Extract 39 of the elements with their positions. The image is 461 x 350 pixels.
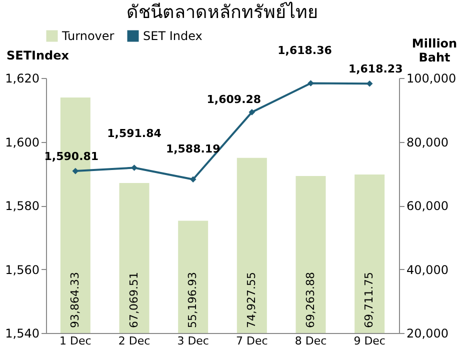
- y2-tick-label: 80,000: [406, 135, 448, 150]
- point: [366, 80, 373, 87]
- point: [248, 109, 256, 116]
- x-tick-label: 3 Dec: [177, 334, 209, 348]
- y2-axis-title: Million Baht: [412, 36, 458, 64]
- data-label: 93,864.33: [68, 272, 82, 328]
- point: [308, 80, 314, 86]
- point: [131, 164, 138, 171]
- y-tick-label: 1,580: [5, 199, 40, 213]
- y-tick-label: 1,600: [5, 135, 40, 150]
- y-tick-label: 1,560: [5, 262, 40, 277]
- x-tick-label: 8 Dec: [294, 334, 327, 348]
- y-axis-title: SETIndex: [6, 48, 70, 62]
- data-label: 69,711.75: [362, 272, 376, 328]
- data-label: 69,263.88: [304, 272, 317, 328]
- x-tick-label: 9 Dec: [354, 334, 386, 348]
- data-label: 55,196.93: [186, 272, 200, 328]
- data-label: 1,618.36: [278, 44, 332, 58]
- data-label: 1,590.81: [44, 150, 99, 164]
- data-label: 67,069.51: [127, 272, 140, 328]
- legend-label: Turnover: [61, 29, 114, 43]
- y-tick-label: 1,540: [5, 326, 40, 340]
- chart-title: ดัชนีตลาดหลักทรัพย์ไทย: [126, 1, 318, 23]
- point: [190, 176, 196, 183]
- x-tick-label: 2 Dec: [118, 334, 150, 348]
- x-tick-label: 1 Dec: [60, 334, 92, 348]
- y2-tick-label: 60,000: [406, 199, 448, 213]
- point: [72, 168, 79, 174]
- data-label: 1,609.28: [206, 93, 262, 106]
- y2-tick-label: 40,000: [406, 262, 448, 277]
- data-label: 1,591.84: [107, 126, 162, 140]
- data-label: 1,588.19: [166, 142, 220, 156]
- y-tick-label: 1,620: [5, 72, 40, 86]
- y2-tick-label: 100,000: [406, 72, 456, 86]
- data-label: 74,927.55: [244, 272, 258, 328]
- legend-label: SET Index: [143, 29, 202, 43]
- y2-tick-label: 20,000: [406, 326, 448, 340]
- data-label: 1,618.23: [348, 62, 403, 76]
- x-tick-label: 7 Dec: [236, 334, 268, 348]
